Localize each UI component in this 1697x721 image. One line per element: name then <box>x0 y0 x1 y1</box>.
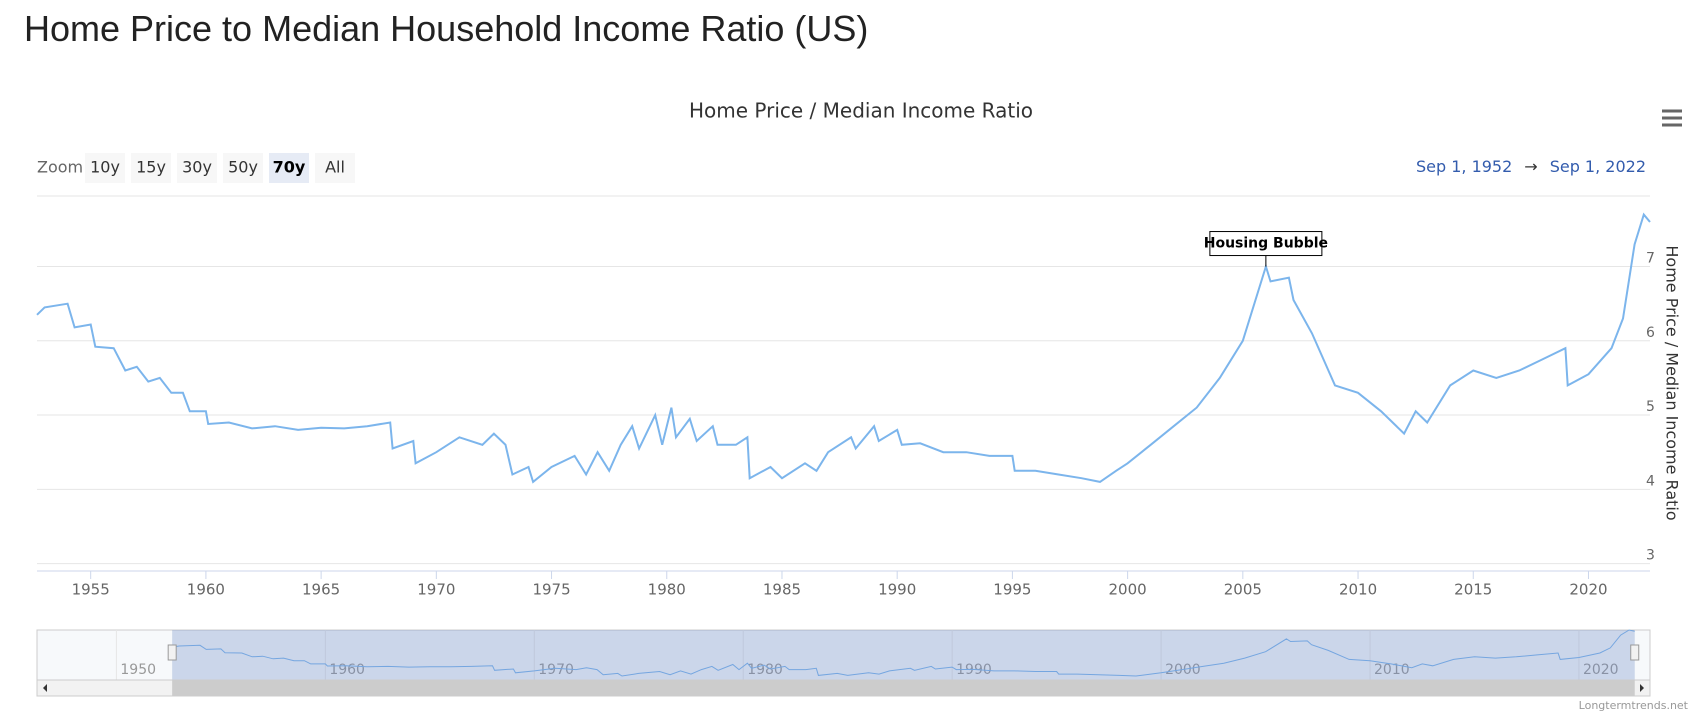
x-tick-label: 2000 <box>1109 581 1147 599</box>
date-range-part[interactable]: Sep 1, 1952 <box>1416 157 1512 176</box>
x-tick-label: 1970 <box>417 581 455 599</box>
menu-icon[interactable] <box>1662 109 1682 127</box>
navigator-tick-label: 2000 <box>1165 662 1201 678</box>
credit[interactable]: Longtermtrends.net <box>1579 699 1689 712</box>
chart-title: Home Price / Median Income Ratio <box>689 99 1033 123</box>
date-range: Sep 1, 1952 → Sep 1, 2022 <box>1416 157 1646 176</box>
navigator-handle-box <box>167 644 177 661</box>
zoom-button-label: 50y <box>228 158 258 177</box>
zoom-button-bg <box>223 153 263 183</box>
x-tick-label: 2005 <box>1224 581 1262 599</box>
page-title: Home Price to Median Household Income Ra… <box>24 8 869 49</box>
y-tick-label: 4 <box>1646 473 1655 489</box>
zoom-button-bg <box>131 153 171 183</box>
x-tick-label: 2015 <box>1454 581 1492 599</box>
annotation-box <box>1209 231 1323 257</box>
scrollbar-left-arrow[interactable] <box>43 684 47 692</box>
navigator-tick-label: 1950 <box>120 662 156 678</box>
x-tick-label: 1975 <box>532 581 570 599</box>
y-tick-label: 3 <box>1646 548 1655 564</box>
navigator-bg <box>36 629 1651 681</box>
x-tick-label: 1985 <box>763 581 801 599</box>
zoom-button-bg <box>177 153 217 183</box>
navigator-tick-label: 1980 <box>747 662 783 678</box>
navigator-line <box>172 629 1635 677</box>
x-tick-label: 2020 <box>1569 581 1607 599</box>
zoom-label: Zoom <box>37 158 83 177</box>
x-tick-label: 1990 <box>878 581 916 599</box>
date-range-part: → <box>1524 157 1537 176</box>
zoom-button[interactable]: 50y <box>223 153 263 183</box>
scrollbar-right-arrow[interactable] <box>1640 684 1644 692</box>
navigator-tick-label: 1970 <box>538 662 574 678</box>
zoom-button-bg <box>85 153 125 183</box>
x-tick-label: 1955 <box>72 581 110 599</box>
data-line <box>36 212 1651 484</box>
x-tick-label: 1965 <box>302 581 340 599</box>
zoom-button-label: 70y <box>273 158 306 177</box>
zoom-button[interactable]: All <box>315 153 355 183</box>
y-axis-title: Home Price / Median Income Ratio <box>1663 245 1682 520</box>
x-tick-label: 2010 <box>1339 581 1377 599</box>
zoom-button[interactable]: 70y <box>269 153 309 183</box>
y-tick-label: 6 <box>1646 325 1655 341</box>
date-range-part[interactable]: Sep 1, 2022 <box>1550 157 1646 176</box>
zoom-button[interactable]: 10y <box>85 153 125 183</box>
x-tick-label: 1980 <box>648 581 686 599</box>
y-tick-label: 5 <box>1646 399 1655 415</box>
zoom-button-label: All <box>325 158 345 177</box>
navigator-tick-label: 2020 <box>1583 662 1619 678</box>
x-tick-label: 1960 <box>187 581 225 599</box>
zoom-button-bg <box>315 153 355 183</box>
scrollbar-thumb[interactable] <box>172 680 1635 696</box>
x-tick-label: 1995 <box>993 581 1031 599</box>
zoom-button[interactable]: 30y <box>177 153 217 183</box>
zoom-button-label: 10y <box>90 158 120 177</box>
navigator-handle-box <box>1630 644 1640 661</box>
navigator-handle[interactable] <box>1630 644 1640 661</box>
navigator-tick-label: 1990 <box>956 662 992 678</box>
zoom-button[interactable]: 15y <box>131 153 171 183</box>
zoom-button-label: 30y <box>182 158 212 177</box>
zoom-button-label: 15y <box>136 158 166 177</box>
navigator-handle[interactable] <box>167 644 177 661</box>
zoom-button-bg <box>269 153 309 183</box>
annotation-label: Housing Bubble <box>1204 236 1328 252</box>
y-tick-label: 7 <box>1646 251 1655 267</box>
navigator-mask <box>172 630 1635 680</box>
